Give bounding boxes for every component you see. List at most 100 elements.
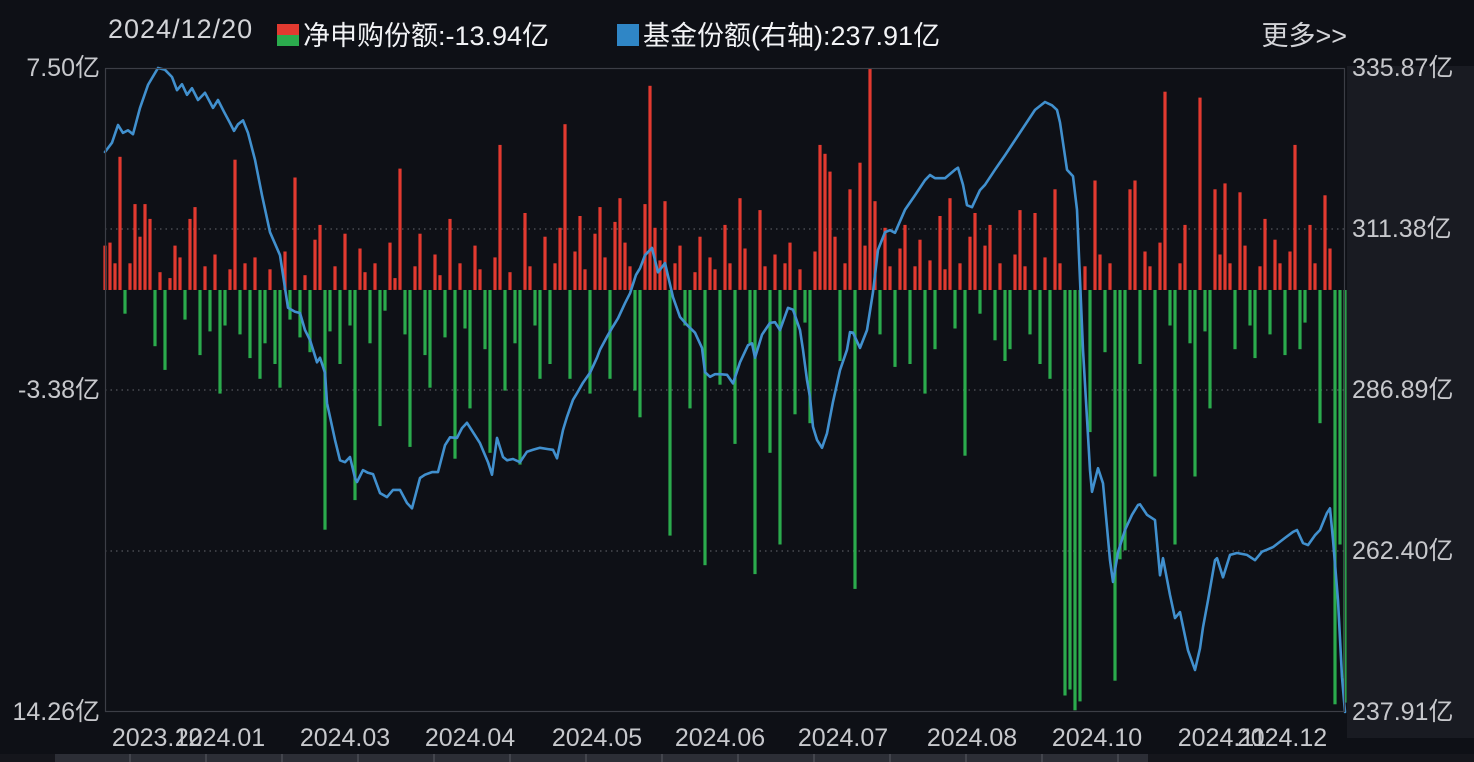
flow-bar <box>768 290 772 453</box>
flow-bar <box>633 290 637 391</box>
flow-bar <box>198 290 202 356</box>
flow-bar <box>1238 192 1242 290</box>
flow-bar <box>543 236 547 290</box>
flow-bar <box>303 275 307 290</box>
flow-bar <box>1293 144 1297 290</box>
flow-bar <box>113 263 117 290</box>
flow-bar <box>1028 290 1032 335</box>
flow-bar <box>183 290 187 320</box>
flow-bar <box>573 251 577 290</box>
flow-bar <box>553 263 557 290</box>
flow-bar <box>1153 290 1157 477</box>
flow-bar <box>693 272 697 290</box>
flow-bar <box>1018 210 1022 290</box>
flow-bar <box>988 224 992 290</box>
flow-bar <box>823 153 827 290</box>
flow-bar <box>588 290 592 394</box>
flow-bar <box>283 251 287 290</box>
flow-bar <box>108 242 112 290</box>
flow-bar <box>248 290 252 359</box>
flow-bar <box>1088 290 1092 433</box>
flow-bar <box>168 278 172 290</box>
flow-bar <box>1173 290 1177 545</box>
flow-bar <box>818 144 822 290</box>
flow-bar <box>703 290 707 566</box>
flow-bar <box>123 290 127 314</box>
flow-bar <box>578 216 582 290</box>
flow-bar <box>193 207 197 290</box>
x-axis-label: 2024.08 <box>926 724 1018 752</box>
flow-bar <box>428 290 432 388</box>
flow-bar <box>903 224 907 290</box>
flow-bar <box>378 290 382 427</box>
flow-bar <box>388 242 392 290</box>
y-axis-left-label: 7.50亿 <box>26 54 100 82</box>
flow-bar <box>1243 245 1247 290</box>
flow-bar <box>1283 290 1287 356</box>
x-axis-label: 2023.12 <box>111 724 203 752</box>
flow-bar <box>393 278 397 290</box>
flow-bar <box>878 290 882 335</box>
flow-bar <box>1083 266 1087 290</box>
more-link[interactable]: 更多>> <box>1261 21 1347 51</box>
flow-bar <box>848 189 852 290</box>
flow-bar <box>308 290 312 353</box>
date-label: 2024/12/20 <box>108 14 254 44</box>
flow-bar <box>398 168 402 290</box>
flow-bar <box>898 248 902 290</box>
flow-bar <box>318 224 322 290</box>
flow-bar <box>523 213 527 290</box>
flow-bar <box>858 162 862 290</box>
bottom-scrollbar-thumb[interactable] <box>55 754 1148 762</box>
flow-bar <box>463 290 467 329</box>
flow-bar <box>348 290 352 326</box>
y-axis-right-label: 262.40亿 <box>1352 537 1454 565</box>
flow-bar <box>1333 290 1337 705</box>
flow-bar <box>748 290 752 344</box>
flow-bar <box>128 263 132 290</box>
flow-bar <box>1148 266 1152 290</box>
flow-bar <box>773 254 777 290</box>
flow-bar <box>213 254 217 290</box>
flow-bar <box>333 266 337 290</box>
plot-border <box>104 67 1346 713</box>
flow-bar <box>143 204 147 290</box>
flow-bar <box>963 290 967 456</box>
flow-bar <box>953 290 957 329</box>
flow-bar <box>1308 224 1312 290</box>
flow-bar <box>1008 290 1012 350</box>
flow-bar <box>793 290 797 415</box>
flow-bar <box>383 290 387 311</box>
flow-bar <box>228 269 232 290</box>
legend-net-subscription[interactable]: 净申购份额:-13.94亿 <box>277 14 549 53</box>
flow-bar <box>1183 224 1187 290</box>
flow-bar <box>148 218 152 290</box>
flow-bar <box>418 233 422 290</box>
legend-fund-shares[interactable]: 基金份额(右轴):237.91亿 <box>617 14 940 53</box>
flow-bar <box>138 236 142 290</box>
bottom-scrollbar[interactable] <box>0 754 1474 762</box>
x-axis-label: 2024.07 <box>797 724 889 752</box>
flow-bar <box>493 257 497 290</box>
flow-bar <box>803 290 807 323</box>
flow-bar <box>918 239 922 290</box>
flow-bar <box>1023 266 1027 290</box>
flow-bar <box>273 290 277 364</box>
flow-bar <box>368 290 372 344</box>
flow-bar <box>788 242 792 290</box>
flow-bar <box>613 221 617 290</box>
flow-bar <box>893 290 897 367</box>
flow-bar <box>1043 257 1047 290</box>
flow-bar <box>1168 290 1172 326</box>
line-series-swatch-icon <box>617 23 639 46</box>
x-axis-label: 2024.03 <box>299 724 391 752</box>
flow-bar <box>1093 180 1097 290</box>
flow-bar <box>563 124 567 290</box>
flow-bar <box>1228 263 1232 290</box>
x-axis-label: 2024.04 <box>424 724 516 752</box>
chart-plot-area[interactable] <box>103 66 1347 714</box>
flow-bar <box>883 227 887 290</box>
flow-bar <box>163 290 167 370</box>
flow-bar <box>1163 91 1167 290</box>
flow-bar <box>723 224 727 290</box>
